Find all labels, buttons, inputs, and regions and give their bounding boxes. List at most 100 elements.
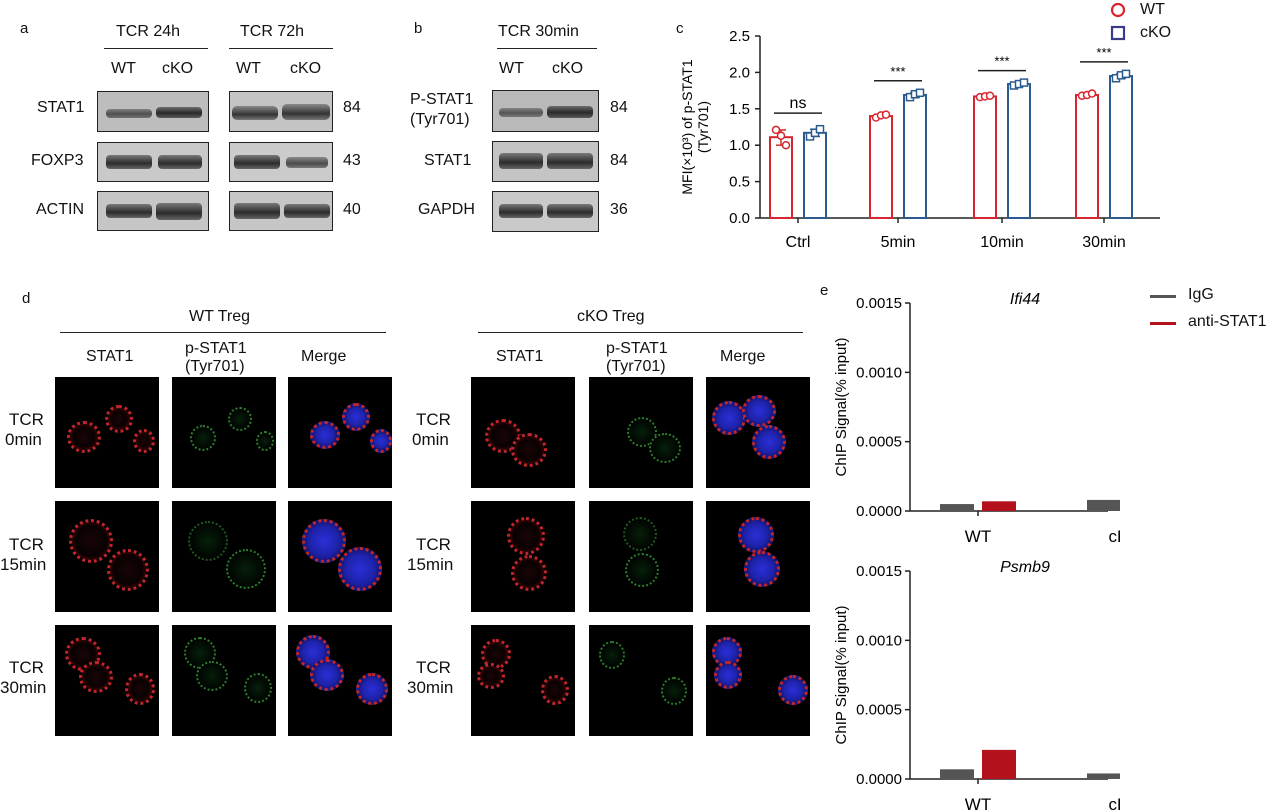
blot-strip: [97, 91, 209, 132]
data-point: [776, 131, 786, 140]
bar: [940, 769, 974, 779]
kda-label: 43: [343, 152, 361, 169]
significance-label: ***: [890, 64, 905, 79]
micrograph-merge: [288, 625, 392, 736]
y-tick-label: 0.0005: [856, 434, 902, 451]
y-tick-label: 0.0010: [856, 632, 902, 649]
x-tick-label: 30min: [1082, 234, 1126, 251]
lane-wt: WT: [499, 60, 524, 77]
protein-label: (Tyr701): [410, 111, 470, 128]
col-merge: Merge: [301, 348, 347, 365]
row-label-tcr: TCR: [9, 410, 44, 429]
bar: [973, 95, 997, 219]
protein-label: STAT1: [37, 99, 85, 116]
bar: [1007, 83, 1031, 219]
data-point: [771, 125, 781, 135]
blot-strip: [229, 142, 333, 182]
data-point: [881, 110, 891, 119]
bar: [940, 504, 974, 511]
blot-strip: [492, 141, 599, 182]
data-point: [985, 91, 995, 100]
legend-cko-label: cKO: [1140, 24, 1172, 41]
group2-title: TCR 72h: [240, 23, 305, 40]
chart-e1: Ifi44 0.0000 0.0005 0.0010 0.0015 ChIP Signal…: [833, 291, 1120, 546]
kda-label: 84: [343, 99, 361, 116]
chart-title: Ifi44: [1010, 291, 1040, 308]
lane-cko: cKO: [552, 60, 584, 77]
col-pstat1-site: (Tyr701): [185, 358, 245, 375]
bar: [1075, 93, 1099, 219]
row-label-time: 0min: [412, 430, 449, 449]
data-point: [1121, 69, 1131, 79]
lane-cko: cKO: [162, 60, 194, 77]
blot-strip: [492, 191, 599, 232]
panel-e-letter: e: [820, 282, 829, 299]
lane-wt: WT: [236, 60, 261, 77]
bar: [869, 115, 893, 219]
blot-strip: [229, 191, 333, 231]
row-label-tcr: TCR: [416, 535, 451, 554]
wt-treg-title: WT Treg: [189, 308, 251, 325]
y-axis-label: ChIP Signal(% input): [833, 338, 850, 477]
x-tick-label: 5min: [881, 234, 916, 251]
micrograph-stat1: [55, 377, 159, 488]
blot-strip: [97, 191, 209, 231]
kda-label: 40: [343, 201, 361, 218]
kda-label: 84: [610, 99, 628, 116]
row-label-time: 30min: [0, 678, 47, 697]
panel-b-rule: [497, 48, 597, 49]
col-stat1: STAT1: [86, 348, 134, 365]
legend-cko-marker: [1110, 25, 1126, 41]
protein-label: P-STAT1: [410, 91, 474, 108]
micrograph-pstat1: [172, 377, 276, 488]
bar: [1087, 773, 1120, 779]
y-tick-label: 1.5: [729, 101, 750, 118]
col-pstat1: p-STAT1: [185, 340, 247, 357]
significance-label: ***: [994, 54, 1009, 69]
legend-wt-label: WT: [1140, 1, 1165, 18]
y-tick-label: 1.0: [729, 137, 750, 154]
bar: [1109, 75, 1133, 220]
micrograph-pstat1: [589, 625, 693, 736]
micrograph-merge: [288, 377, 392, 488]
significance-label: ***: [1096, 45, 1111, 60]
significance-label: ns: [790, 95, 807, 112]
micrograph-merge: [288, 501, 392, 612]
protein-label: ACTIN: [36, 201, 84, 218]
bar: [982, 749, 1016, 779]
micrograph-merge: [706, 501, 810, 612]
row-label-time: 0min: [5, 430, 42, 449]
row-label-tcr: TCR: [416, 410, 451, 429]
y-tick-label: 2.5: [729, 28, 750, 45]
col-merge: Merge: [720, 348, 766, 365]
group1-title: TCR 24h: [116, 23, 181, 40]
legend-igg-label: IgG: [1188, 286, 1214, 303]
row-label-time: 15min: [407, 555, 454, 574]
kda-label: 84: [610, 152, 628, 169]
bar: [982, 501, 1016, 511]
y-tick-label: 0.0: [729, 210, 750, 227]
chart-title: Psmb9: [1000, 559, 1050, 576]
kda-label: 36: [610, 201, 628, 218]
micrograph-stat1: [471, 377, 575, 488]
lane-cko: cKO: [290, 60, 322, 77]
cko-treg-rule: [478, 332, 803, 333]
row-label-tcr: TCR: [9, 658, 44, 677]
col-stat1: STAT1: [496, 348, 544, 365]
blot-strip: [97, 142, 209, 182]
protein-label: FOXP3: [31, 152, 84, 169]
y-tick-label: 0.5: [729, 174, 750, 191]
legend-wt-marker: [1110, 2, 1126, 18]
row-label-tcr: TCR: [416, 658, 451, 677]
micrograph-stat1: [55, 625, 159, 736]
y-tick-label: 0.0010: [856, 364, 902, 381]
legend-anti-swatch: [1150, 322, 1176, 325]
x-tick-label: WT: [965, 527, 991, 546]
lane-wt: WT: [111, 60, 136, 77]
micrograph-pstat1: [589, 501, 693, 612]
data-point: [815, 124, 825, 134]
data-point: [1019, 78, 1029, 87]
y-tick-label: 0.0000: [856, 503, 902, 520]
y-tick-label: 2.0: [729, 64, 750, 81]
micrograph-merge: [706, 377, 810, 488]
